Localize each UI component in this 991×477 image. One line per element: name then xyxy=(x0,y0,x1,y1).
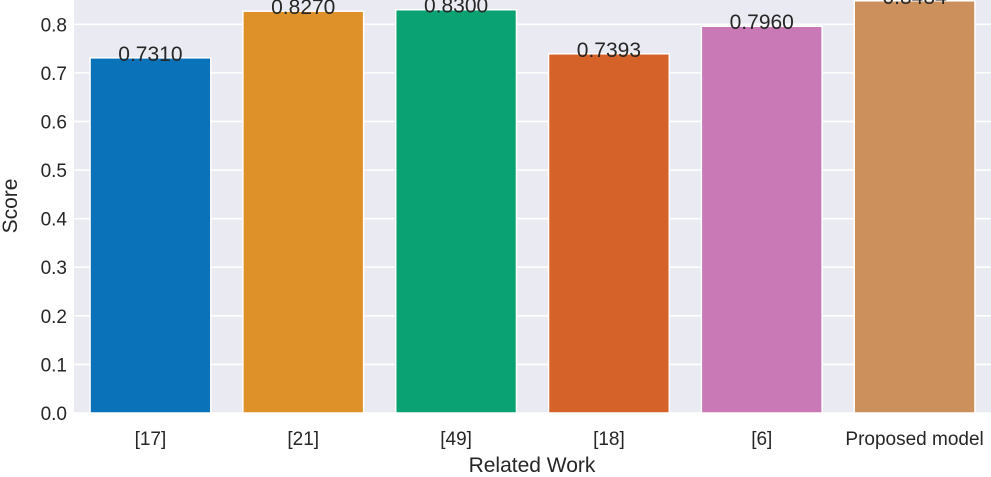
y-tick-label: 0.3 xyxy=(41,258,67,279)
y-axis-title: Score xyxy=(0,179,22,234)
x-tick-label: [18] xyxy=(593,429,625,450)
data-label: 0.8484 xyxy=(882,0,947,9)
x-tick-label: [17] xyxy=(135,429,167,450)
plot-background xyxy=(74,0,991,413)
data-label: 0.8270 xyxy=(271,0,335,19)
y-tick-label: 0.8 xyxy=(41,15,67,36)
bar xyxy=(89,57,212,414)
y-tick-label: 0.4 xyxy=(41,210,68,231)
y-tick-label: 0.2 xyxy=(41,307,67,328)
x-tick-label: [21] xyxy=(287,429,319,450)
data-labels: 0.7310 0.8270 0.8300 0.7393 0.7960 0.8484 xyxy=(118,0,947,66)
x-tick-labels: [17] [21] [49] [18] [6] Proposed model xyxy=(135,429,984,450)
y-tick-label: 0.1 xyxy=(41,355,67,376)
x-tick-label: Proposed model xyxy=(845,429,983,450)
bar xyxy=(700,25,823,414)
y-tick-labels: 0.0 0.1 0.2 0.3 0.4 0.5 0.6 0.7 0.8 xyxy=(41,15,68,425)
data-label: 0.7310 xyxy=(118,43,182,66)
x-tick-label: [6] xyxy=(751,429,772,450)
y-tick-label: 0.7 xyxy=(41,64,67,85)
y-tick-label: 0.6 xyxy=(41,112,67,133)
data-label: 0.8300 xyxy=(424,0,488,18)
y-tick-label: 0.0 xyxy=(41,404,67,425)
bar xyxy=(547,53,671,414)
bars xyxy=(89,0,976,414)
bar xyxy=(394,8,518,414)
gridlines xyxy=(74,23,991,414)
bar xyxy=(853,0,976,414)
y-tick-label: 0.5 xyxy=(41,161,67,182)
x-tick-label: [49] xyxy=(440,429,472,450)
data-label: 0.7960 xyxy=(730,11,794,34)
data-label: 0.7393 xyxy=(577,39,641,62)
bar xyxy=(242,10,365,414)
x-axis-title: Related Work xyxy=(469,454,596,477)
